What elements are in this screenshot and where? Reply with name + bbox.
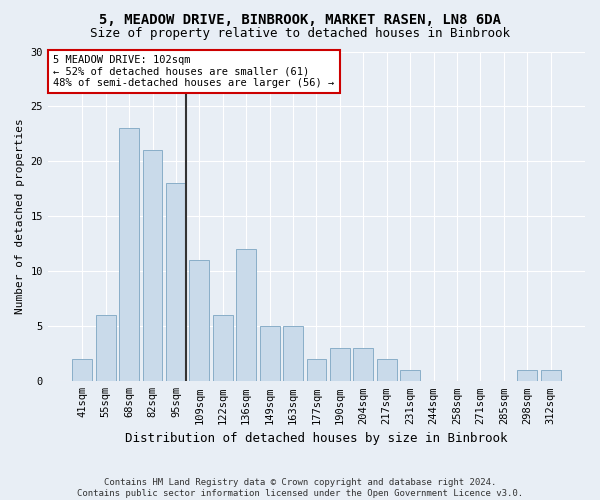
- Bar: [119, 128, 139, 382]
- Bar: [73, 360, 92, 382]
- Bar: [307, 360, 326, 382]
- Bar: [260, 326, 280, 382]
- Bar: [236, 250, 256, 382]
- Bar: [96, 316, 116, 382]
- Bar: [143, 150, 163, 382]
- Bar: [283, 326, 303, 382]
- Bar: [517, 370, 537, 382]
- Bar: [377, 360, 397, 382]
- Bar: [400, 370, 420, 382]
- Bar: [541, 370, 560, 382]
- Text: Contains HM Land Registry data © Crown copyright and database right 2024.
Contai: Contains HM Land Registry data © Crown c…: [77, 478, 523, 498]
- Bar: [190, 260, 209, 382]
- X-axis label: Distribution of detached houses by size in Binbrook: Distribution of detached houses by size …: [125, 432, 508, 445]
- Bar: [330, 348, 350, 382]
- Text: 5, MEADOW DRIVE, BINBROOK, MARKET RASEN, LN8 6DA: 5, MEADOW DRIVE, BINBROOK, MARKET RASEN,…: [99, 12, 501, 26]
- Y-axis label: Number of detached properties: Number of detached properties: [15, 118, 25, 314]
- Bar: [166, 184, 186, 382]
- Text: Size of property relative to detached houses in Binbrook: Size of property relative to detached ho…: [90, 28, 510, 40]
- Bar: [353, 348, 373, 382]
- Text: 5 MEADOW DRIVE: 102sqm
← 52% of detached houses are smaller (61)
48% of semi-det: 5 MEADOW DRIVE: 102sqm ← 52% of detached…: [53, 55, 335, 88]
- Bar: [213, 316, 233, 382]
